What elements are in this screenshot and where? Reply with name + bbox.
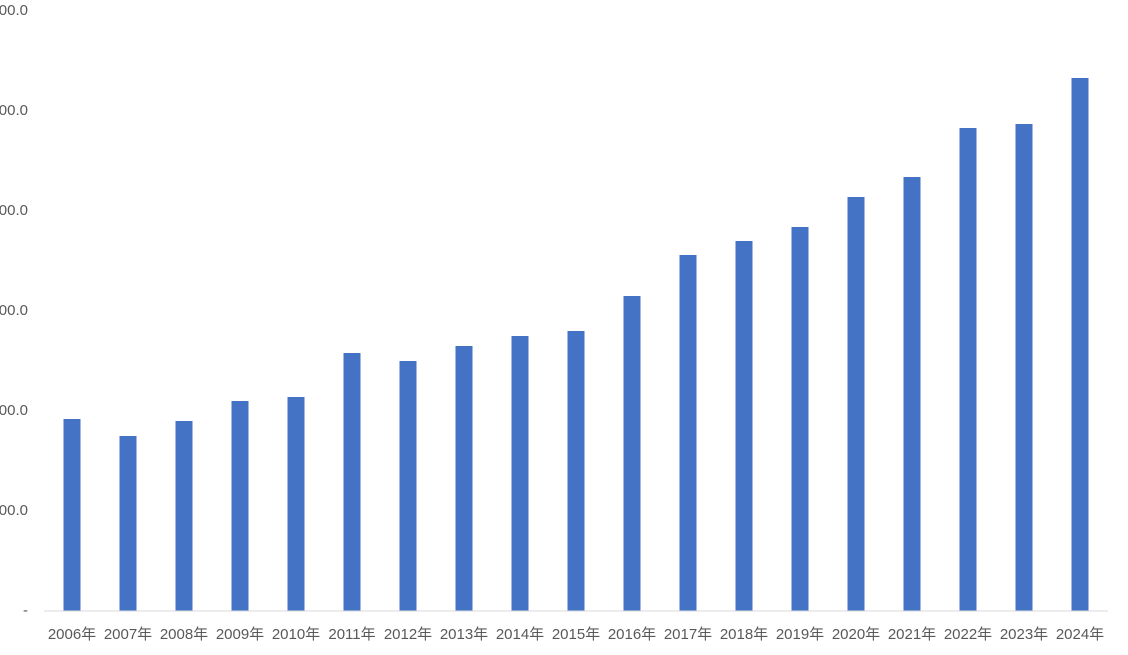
x-tick-label: 2006年 (48, 626, 96, 643)
x-tick-label: 2011年 (328, 626, 375, 643)
bar (175, 421, 193, 611)
bar (679, 255, 697, 611)
x-tick-label: 2017年 (664, 626, 712, 643)
x-tick-label: 2021年 (888, 626, 936, 643)
x-tick-label: 2007年 (104, 626, 152, 643)
bar (567, 331, 585, 611)
x-tick-label: 2012年 (384, 626, 432, 643)
x-tick-label: 2020年 (832, 626, 880, 643)
bar (287, 397, 305, 611)
x-tick-label: 2008年 (160, 626, 208, 643)
bar (791, 227, 809, 611)
y-tick-label: 1,200.0 (0, 2, 28, 19)
x-tick-label: 2024年 (1056, 626, 1104, 643)
x-tick-label: 2013年 (440, 626, 488, 643)
y-tick-label: - (23, 602, 28, 619)
x-tick-label: 2016年 (608, 626, 656, 643)
y-tick-label: 800.0 (0, 202, 28, 219)
bar (63, 419, 81, 611)
bar (231, 401, 249, 611)
bar (959, 128, 977, 611)
bar (511, 336, 529, 611)
bar (399, 361, 417, 611)
x-tick-label: 2009年 (216, 626, 264, 643)
bar (1015, 124, 1033, 611)
x-tick-label: 2010年 (272, 626, 320, 643)
bar (119, 436, 137, 611)
x-tick-label: 2015年 (552, 626, 600, 643)
x-tick-label: 2023年 (1000, 626, 1048, 643)
bar (735, 241, 753, 611)
y-tick-label: 1,000.0 (0, 102, 28, 119)
bar (455, 346, 473, 611)
x-tick-label: 2018年 (720, 626, 768, 643)
y-tick-label: 600.0 (0, 302, 28, 319)
bar (903, 177, 921, 611)
y-tick-label: 200.0 (0, 502, 28, 519)
y-tick-label: 400.0 (0, 402, 28, 419)
x-tick-label: 2022年 (944, 626, 992, 643)
bar (623, 296, 641, 611)
x-tick-label: 2014年 (496, 626, 544, 643)
bar (847, 197, 865, 611)
bar (1071, 78, 1089, 611)
bar (343, 353, 361, 611)
x-tick-label: 2019年 (776, 626, 824, 643)
